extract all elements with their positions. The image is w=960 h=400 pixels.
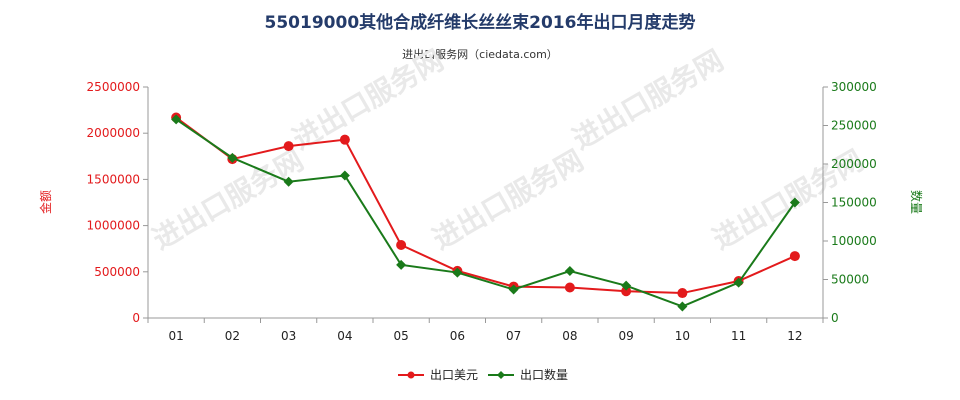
series-line-2 (175, 118, 796, 308)
legend-label: 出口数量 (520, 367, 568, 382)
x-tick-label: 09 (618, 329, 633, 343)
watermark-text: 进出口服务网 (427, 143, 589, 256)
series-1-point (283, 141, 294, 152)
series-2-point (227, 152, 238, 163)
series-2-point (789, 197, 800, 208)
series-1-point (396, 240, 407, 251)
series-1-point (339, 134, 350, 145)
right-tick-label: 0 (831, 311, 839, 325)
series-1-point (677, 288, 688, 299)
series-2-point (283, 176, 294, 187)
series-2-point (452, 267, 463, 278)
left-tick-label: 2500000 (87, 80, 140, 94)
right-tick-label: 200000 (831, 157, 877, 171)
right-tick-label: 250000 (831, 119, 877, 133)
series-2-point (508, 284, 519, 295)
legend-swatch-marker (497, 371, 505, 379)
x-tick-label: 12 (787, 329, 802, 343)
series-1-point (789, 251, 800, 262)
x-tick-label: 11 (731, 329, 746, 343)
left-axis-label: 金额 (38, 190, 53, 214)
chart-subtitle: 进出口服务网（ciedata.com） (402, 48, 558, 61)
series-line-1 (175, 116, 796, 295)
series-2-point (564, 266, 575, 277)
right-tick-label: 150000 (831, 196, 877, 210)
chart-title: 55019000其他合成纤维长丝丝束2016年出口月度走势 (264, 13, 696, 33)
right-axis-label: 数量 (909, 190, 924, 214)
series-2-point (677, 301, 688, 312)
series-1-point (621, 286, 632, 297)
series-2-point (621, 280, 632, 291)
left-tick-label: 2000000 (87, 126, 140, 140)
x-tick-label: 03 (281, 329, 296, 343)
series-2-point (733, 277, 744, 288)
right-tick-label: 300000 (831, 80, 877, 94)
right-tick-label: 50000 (831, 273, 869, 287)
x-tick-label: 10 (675, 329, 690, 343)
x-tick-label: 08 (562, 329, 577, 343)
x-tick-label: 01 (168, 329, 183, 343)
series-2-point (396, 259, 407, 270)
legend-label: 出口美元 (430, 368, 478, 382)
left-tick-label: 0 (132, 311, 140, 325)
watermark-text: 进出口服务网 (567, 43, 729, 156)
x-tick-label: 07 (506, 329, 521, 343)
right-tick-label: 100000 (831, 234, 877, 248)
x-tick-label: 06 (450, 329, 465, 343)
left-tick-label: 500000 (94, 265, 140, 279)
series-2-point (339, 170, 350, 181)
watermark-text: 进出口服务网 (287, 43, 449, 156)
series-2-point (171, 114, 182, 125)
legend-swatch-marker (407, 371, 415, 379)
left-tick-label: 1000000 (87, 219, 140, 233)
x-tick-label: 05 (393, 329, 408, 343)
x-tick-label: 02 (225, 329, 240, 343)
left-tick-label: 1500000 (87, 172, 140, 186)
series-1-point (564, 282, 575, 293)
x-tick-label: 04 (337, 329, 352, 343)
